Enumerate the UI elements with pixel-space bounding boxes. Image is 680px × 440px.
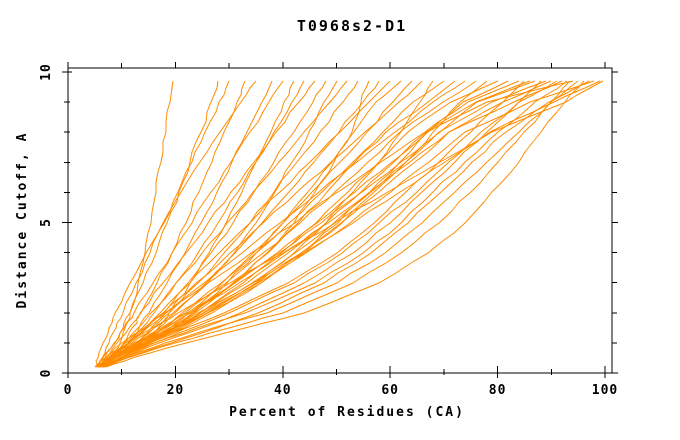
- model-curve: [98, 80, 284, 368]
- model-curve: [100, 80, 348, 368]
- model-curve: [101, 80, 574, 368]
- x-tick-label: 0: [64, 383, 73, 398]
- x-tick-label: 40: [274, 383, 292, 398]
- model-curve: [102, 80, 571, 368]
- model-curve: [98, 80, 547, 368]
- x-tick-label: 100: [592, 383, 618, 398]
- y-tick-label: 10: [39, 63, 54, 81]
- axes: 0 20 40 60 80 100 0 5 10: [39, 62, 618, 398]
- model-curve: [97, 80, 520, 368]
- model-curve: [99, 80, 316, 368]
- y-tick-label: 0: [39, 369, 54, 378]
- x-tick-label: 60: [381, 383, 399, 398]
- model-curve: [97, 80, 230, 368]
- model-curve: [100, 80, 391, 368]
- model-curve: [103, 80, 590, 368]
- model-curve: [105, 80, 585, 368]
- plot-frame: [67, 67, 613, 374]
- model-curve: [96, 80, 466, 368]
- x-tick-label: 20: [167, 383, 185, 398]
- chart-title: T0968s2-D1: [297, 17, 407, 35]
- model-curve: [99, 80, 568, 368]
- model-curve: [101, 80, 423, 368]
- model-curve: [95, 80, 257, 368]
- model-curve: [97, 80, 338, 368]
- x-tick-label: 80: [489, 383, 507, 398]
- y-tick-label: 5: [39, 218, 54, 227]
- model-curves: [94, 80, 604, 368]
- model-curve: [99, 80, 563, 368]
- model-curve: [95, 80, 601, 368]
- model-curve: [94, 80, 219, 368]
- model-curve: [102, 80, 542, 368]
- model-curve: [95, 80, 174, 368]
- model-curve: [94, 80, 604, 368]
- model-curve: [102, 80, 579, 368]
- x-axis-title: Percent of Residues (CA): [229, 405, 465, 420]
- y-axis-title: Distance Cutoff, A: [15, 132, 30, 309]
